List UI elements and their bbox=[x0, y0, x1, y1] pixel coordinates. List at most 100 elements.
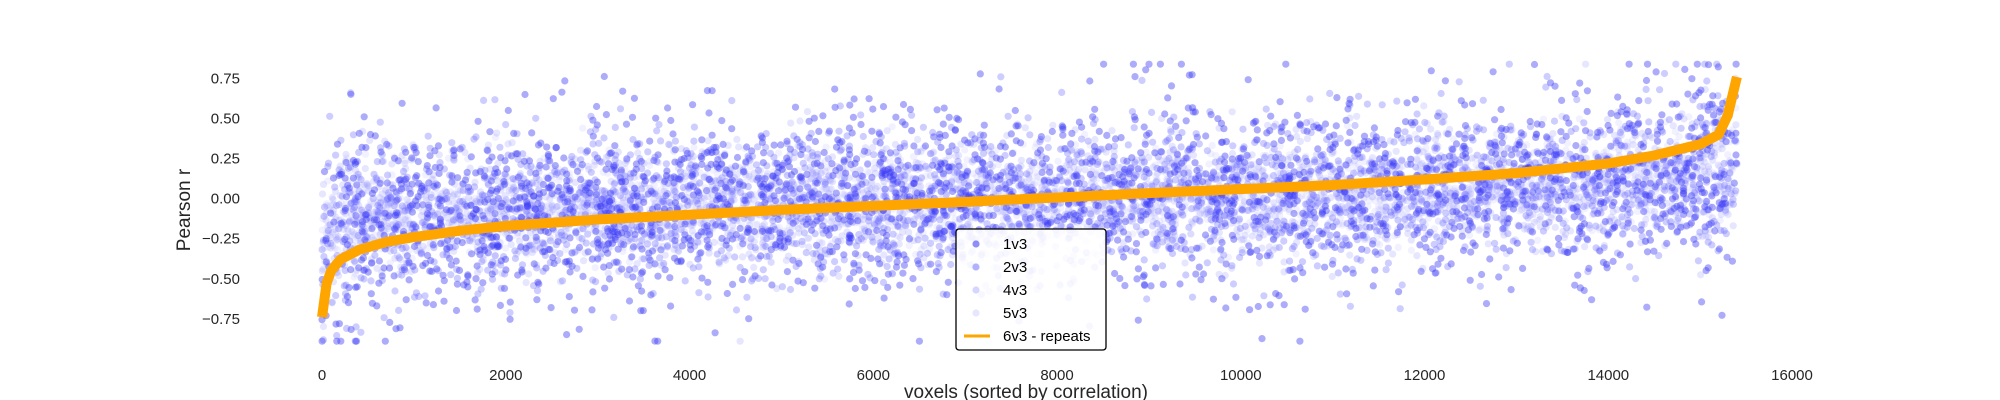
scatter-point bbox=[898, 171, 906, 179]
scatter-point bbox=[394, 223, 402, 231]
scatter-point bbox=[1170, 154, 1178, 163]
scatter-point bbox=[1022, 209, 1030, 217]
scatter-point bbox=[1529, 195, 1537, 203]
scatter-point bbox=[1211, 158, 1219, 166]
scatter-point bbox=[1582, 60, 1590, 68]
scatter-point bbox=[753, 220, 761, 228]
scatter-point bbox=[662, 190, 670, 198]
scatter-point bbox=[1322, 174, 1330, 182]
scatter-point bbox=[376, 118, 384, 126]
scatter-point bbox=[401, 221, 409, 230]
scatter-point bbox=[1377, 206, 1385, 214]
scatter-point bbox=[802, 180, 810, 188]
scatter-point bbox=[1109, 177, 1117, 185]
scatter-point bbox=[940, 209, 948, 217]
scatter-point bbox=[485, 213, 493, 221]
scatter-point bbox=[358, 213, 366, 221]
scatter-point bbox=[880, 191, 889, 200]
scatter-point bbox=[1226, 178, 1234, 186]
scatter-point bbox=[805, 188, 813, 196]
scatter-point bbox=[472, 211, 480, 219]
scatter-point bbox=[713, 170, 722, 178]
scatter-point bbox=[1023, 207, 1032, 215]
scatter-point bbox=[376, 231, 384, 239]
scatter-point bbox=[1143, 200, 1151, 208]
scatter-point bbox=[828, 172, 836, 181]
scatter-point bbox=[722, 181, 730, 189]
scatter-point bbox=[658, 225, 666, 233]
scatter-point bbox=[1727, 164, 1735, 172]
scatter-point bbox=[1199, 194, 1207, 202]
scatter-point bbox=[1653, 199, 1661, 207]
scatter-point bbox=[1576, 210, 1584, 218]
scatter-point bbox=[639, 159, 647, 167]
scatter-point bbox=[1282, 173, 1290, 181]
scatter-point bbox=[1043, 165, 1051, 173]
scatter-point bbox=[1132, 207, 1140, 215]
scatter-point bbox=[1228, 198, 1236, 206]
scatter-point bbox=[342, 210, 350, 218]
scatter-point bbox=[1494, 183, 1502, 191]
scatter-point bbox=[1700, 154, 1708, 162]
scatter-point bbox=[554, 176, 563, 184]
scatter-point bbox=[731, 253, 739, 261]
scatter-point bbox=[331, 244, 339, 252]
scatter-point bbox=[1394, 216, 1402, 224]
scatter-point bbox=[1223, 165, 1231, 173]
scatter-point bbox=[511, 207, 519, 215]
scatter-point bbox=[696, 179, 704, 187]
scatter-point bbox=[448, 198, 456, 206]
scatter-point bbox=[1110, 204, 1118, 212]
scatter-point bbox=[646, 157, 654, 165]
scatter-point bbox=[652, 187, 660, 195]
scatter-point bbox=[977, 188, 985, 196]
scatter-point bbox=[986, 207, 994, 215]
scatter-point bbox=[1623, 138, 1631, 146]
scatter-point bbox=[671, 181, 679, 189]
scatter-point bbox=[1406, 213, 1414, 221]
scatter-point bbox=[742, 178, 750, 186]
scatter-point bbox=[507, 184, 515, 192]
scatter-point bbox=[579, 124, 587, 132]
scatter-point bbox=[1589, 176, 1597, 184]
scatter-point bbox=[634, 192, 642, 200]
scatter-point bbox=[332, 236, 340, 245]
scatter-point bbox=[1092, 171, 1100, 179]
scatter-point bbox=[1160, 215, 1168, 223]
scatter-point bbox=[1434, 205, 1442, 213]
scatter-point bbox=[1251, 176, 1259, 184]
scatter-point bbox=[493, 129, 501, 137]
scatter-point bbox=[961, 146, 969, 154]
scatter-point bbox=[489, 204, 497, 212]
scatter-point bbox=[569, 206, 578, 214]
scatter-point bbox=[708, 197, 716, 205]
scatter-point bbox=[912, 251, 920, 259]
scatter-point bbox=[1556, 180, 1564, 189]
scatter-point bbox=[780, 227, 788, 235]
scatter-point bbox=[1277, 169, 1285, 177]
scatter-point bbox=[1570, 175, 1578, 183]
scatter-point bbox=[969, 170, 977, 178]
scatter-point bbox=[1411, 131, 1419, 139]
scatter-point bbox=[1001, 209, 1009, 217]
scatter-point bbox=[776, 194, 784, 202]
scatter-point bbox=[787, 179, 795, 187]
scatter-point bbox=[971, 190, 980, 198]
scatter-point bbox=[1699, 152, 1707, 160]
scatter-point bbox=[1689, 159, 1697, 167]
scatter-point bbox=[1062, 186, 1071, 194]
scatter-point bbox=[1049, 121, 1057, 129]
scatter-point bbox=[512, 196, 520, 204]
scatter-point bbox=[836, 168, 844, 176]
scatter-point bbox=[695, 253, 704, 261]
scatter-point bbox=[1498, 157, 1506, 166]
scatter-point bbox=[1063, 176, 1071, 184]
scatter-point bbox=[1646, 176, 1654, 184]
scatter-point bbox=[1676, 219, 1684, 227]
scatter-point bbox=[1709, 112, 1717, 120]
scatter-point bbox=[1126, 169, 1134, 177]
scatter-point bbox=[697, 189, 705, 197]
scatter-point bbox=[768, 194, 776, 202]
scatter-point bbox=[802, 222, 810, 230]
scatter-point bbox=[1311, 196, 1319, 204]
